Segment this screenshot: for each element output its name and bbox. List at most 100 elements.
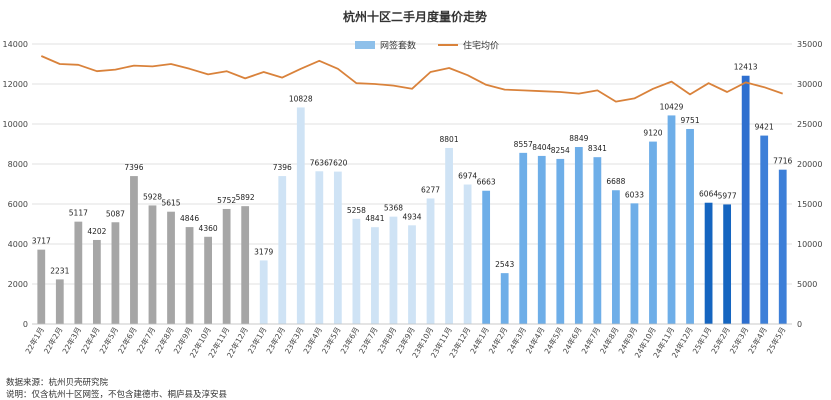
y-right-tick-label: 5000: [797, 280, 817, 289]
footer-note: 说明：仅含杭州十区网签，不包含建德市、桐庐县及淳安县: [6, 390, 228, 400]
y-right-tick-label: 0: [797, 320, 802, 329]
bar: [704, 202, 713, 324]
bar-data-label: 10828: [289, 94, 313, 103]
bar-data-label: 7716: [773, 157, 792, 166]
y-left-tick-label: 12000: [3, 80, 28, 89]
bar: [315, 171, 324, 324]
y-left-tick-label: 2000: [8, 280, 28, 289]
bar-data-label: 5928: [143, 192, 162, 201]
bar-data-label: 6663: [477, 178, 496, 187]
bar: [463, 184, 472, 324]
bar-data-label: 8341: [588, 144, 607, 153]
legend: 网签套数 住宅均价: [355, 40, 499, 52]
chart-title: 杭州十区二手月度量价走势: [343, 9, 487, 24]
y-axis-left: 0 2000 4000 6000 8000 10000 12000 14000: [3, 40, 28, 329]
y-left-tick-label: 8000: [8, 160, 28, 169]
legend-swatch-bar: [355, 41, 375, 49]
bar: [723, 204, 732, 324]
bar-data-label: 4934: [402, 212, 421, 221]
bar: [519, 152, 528, 324]
legend-label-line: 住宅均价: [463, 40, 499, 52]
bar-data-label: 4360: [199, 224, 218, 233]
bar: [222, 208, 231, 324]
bar: [778, 169, 787, 324]
bar: [259, 260, 268, 324]
bar-data-label: 5368: [384, 204, 403, 213]
bar: [593, 157, 602, 324]
bar-data-label: 5977: [718, 191, 737, 200]
bar-data-label: 6064: [699, 190, 718, 199]
bar: [55, 279, 64, 324]
bar-data-label: 5087: [106, 209, 125, 218]
bar-data-label: 6033: [625, 190, 644, 199]
y-left-tick-label: 0: [23, 320, 28, 329]
y-left-tick-label: 10000: [3, 120, 28, 129]
line-series: [40, 55, 783, 103]
footer-source: 数据来源：杭州贝壳研究院: [6, 378, 109, 388]
y-right-tick-label: 35000: [797, 40, 822, 49]
bar: [241, 206, 250, 324]
bar-data-label: 3717: [32, 237, 51, 246]
bar-data-label: 5258: [347, 206, 366, 215]
bar: [426, 198, 435, 324]
bar-data-label: 5752: [217, 196, 236, 205]
line-path: [40, 55, 783, 103]
bar: [167, 211, 175, 324]
bar-data-label: 5117: [69, 209, 88, 218]
y-right-tick-label: 30000: [797, 80, 822, 89]
bar-data-label: 9421: [755, 123, 774, 132]
y-left-tick-label: 14000: [3, 40, 28, 49]
bar: [667, 115, 676, 324]
y-right-tick-label: 25000: [797, 120, 822, 129]
bar: [333, 171, 342, 324]
bar: [408, 225, 416, 324]
bar-data-label: 6974: [458, 172, 477, 181]
bar-data-label: 9751: [681, 116, 700, 125]
bar-data-label: 6688: [606, 177, 625, 186]
bar-data-label: 4841: [365, 214, 384, 223]
x-axis: 22年1月22年2月22年3月22年4月22年5月22年6月22年7月22年8月…: [23, 323, 792, 360]
bar-data-label: 7396: [124, 163, 143, 172]
y-right-tick-label: 20000: [797, 160, 822, 169]
y-left-tick-label: 4000: [8, 240, 28, 249]
bar: [204, 236, 212, 324]
bar-data-label: 5892: [236, 193, 255, 202]
bar-data-label: 2543: [495, 260, 514, 269]
bar: [686, 128, 694, 324]
bar-data-label: 8801: [440, 135, 459, 144]
bar: [649, 141, 657, 324]
bar: [111, 222, 120, 324]
bar: [37, 249, 46, 324]
bar: [185, 227, 194, 324]
bar: [92, 239, 101, 324]
bar-data-label: 5615: [161, 199, 180, 208]
bar-data-label: 6277: [421, 185, 440, 194]
bar-data-label: 8404: [532, 143, 551, 152]
bar: [482, 190, 491, 324]
bar-data-label: 9120: [643, 129, 662, 138]
bar: [556, 158, 565, 324]
bar: [352, 218, 361, 324]
y-right-tick-label: 10000: [797, 240, 822, 249]
bar-data-label: 8557: [514, 140, 533, 149]
bar-series: [37, 75, 787, 325]
bar: [296, 107, 305, 324]
bar: [537, 155, 546, 324]
y-right-tick-label: 15000: [797, 200, 822, 209]
bar: [148, 205, 157, 324]
bar-data-label: 8254: [551, 146, 570, 155]
bar: [389, 216, 398, 324]
bar: [445, 147, 453, 324]
bar: [741, 75, 750, 325]
bar-data-label: 4202: [87, 227, 106, 236]
bar-data-label: 10429: [660, 102, 684, 111]
y-axis-right: 0 5000 10000 15000 20000 25000 30000 35000: [797, 40, 822, 329]
bar-data-label: 3179: [254, 247, 273, 256]
bar: [278, 176, 287, 324]
bar-data-label: 8849: [569, 134, 588, 143]
bar: [574, 147, 583, 324]
bar: [130, 176, 138, 324]
bar-data-label: 2231: [50, 266, 69, 275]
